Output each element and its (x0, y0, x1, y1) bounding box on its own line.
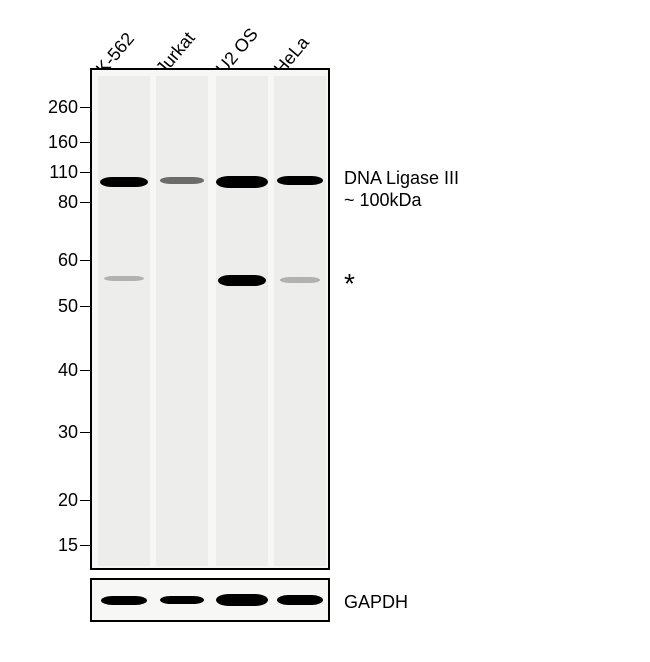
blot-band (100, 177, 148, 187)
mw-marker-label: 110 (28, 162, 78, 183)
blot-band (280, 277, 320, 283)
blot-band (218, 275, 266, 286)
lane-noise (98, 76, 150, 566)
mw-tick (80, 107, 90, 108)
mw-marker-label: 15 (28, 535, 78, 556)
mw-tick (80, 172, 90, 173)
mw-marker-label: 80 (28, 192, 78, 213)
lane-noise (216, 76, 268, 566)
mw-marker-label: 20 (28, 490, 78, 511)
mw-tick (80, 500, 90, 501)
blot-band (216, 176, 268, 188)
blot-band (216, 594, 268, 606)
blot-band (160, 177, 204, 184)
mw-marker-label: 160 (28, 132, 78, 153)
main-blot (90, 68, 330, 570)
blot-band (277, 176, 323, 185)
lane-noise (156, 76, 208, 566)
asterisk-marker: * (344, 268, 355, 300)
mw-tick (80, 202, 90, 203)
mw-tick (80, 432, 90, 433)
target-label-line2: ~ 100kDa (344, 190, 422, 211)
blot-band (277, 595, 323, 605)
mw-marker-label: 260 (28, 97, 78, 118)
blot-band (101, 596, 147, 605)
blot-band (160, 596, 204, 604)
mw-tick (80, 370, 90, 371)
mw-marker-label: 60 (28, 250, 78, 271)
gapdh-label: GAPDH (344, 592, 408, 613)
blot-band (104, 276, 144, 281)
mw-marker-label: 40 (28, 360, 78, 381)
mw-marker-label: 50 (28, 296, 78, 317)
mw-tick (80, 142, 90, 143)
lane-noise (274, 76, 326, 566)
mw-tick (80, 545, 90, 546)
gapdh-blot (90, 578, 330, 622)
mw-marker-label: 30 (28, 422, 78, 443)
mw-tick (80, 306, 90, 307)
target-label-line1: DNA Ligase III (344, 168, 459, 189)
mw-tick (80, 260, 90, 261)
